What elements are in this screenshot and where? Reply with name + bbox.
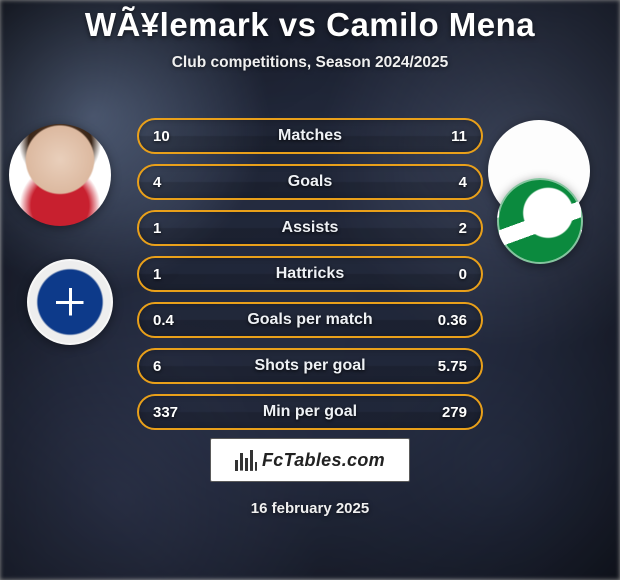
bars-icon: [235, 449, 257, 471]
stat-p1-value: 0.4: [153, 312, 191, 329]
stat-row: 1Assists2: [137, 210, 483, 246]
player1-club-badge: [27, 259, 113, 345]
stat-row: 10Matches11: [137, 118, 483, 154]
stat-p1-value: 1: [153, 266, 191, 283]
stat-p1-value: 4: [153, 174, 191, 191]
stat-row: 1Hattricks0: [137, 256, 483, 292]
stats-list: 10Matches11 4Goals4 1Assists2 1Hattricks0 0.…: [137, 118, 483, 440]
stat-p1-value: 10: [153, 128, 191, 145]
comparison-date: 16 february 2025: [0, 500, 620, 517]
stat-p2-value: 0.36: [429, 312, 467, 329]
stat-p2-value: 4: [429, 174, 467, 191]
stat-p2-value: 11: [429, 128, 467, 145]
source-logo-text: FcTables.com: [262, 450, 385, 471]
stat-p2-value: 5.75: [429, 358, 467, 375]
subtitle: Club competitions, Season 2024/2025: [0, 54, 620, 72]
page-title: WÃ¥lemark vs Camilo Mena: [0, 0, 620, 44]
stat-p1-value: 337: [153, 404, 191, 421]
stat-p2-value: 279: [429, 404, 467, 421]
stat-row: 4Goals4: [137, 164, 483, 200]
stat-p1-value: 1: [153, 220, 191, 237]
player2-club-badge: [497, 178, 583, 264]
stat-p1-value: 6: [153, 358, 191, 375]
source-logo[interactable]: FcTables.com: [210, 438, 410, 482]
stat-row: 6Shots per goal5.75: [137, 348, 483, 384]
stat-p2-value: 2: [429, 220, 467, 237]
stat-row: 0.4Goals per match0.36: [137, 302, 483, 338]
stat-row: 337Min per goal279: [137, 394, 483, 430]
player1-avatar: [9, 124, 111, 226]
stat-p2-value: 0: [429, 266, 467, 283]
